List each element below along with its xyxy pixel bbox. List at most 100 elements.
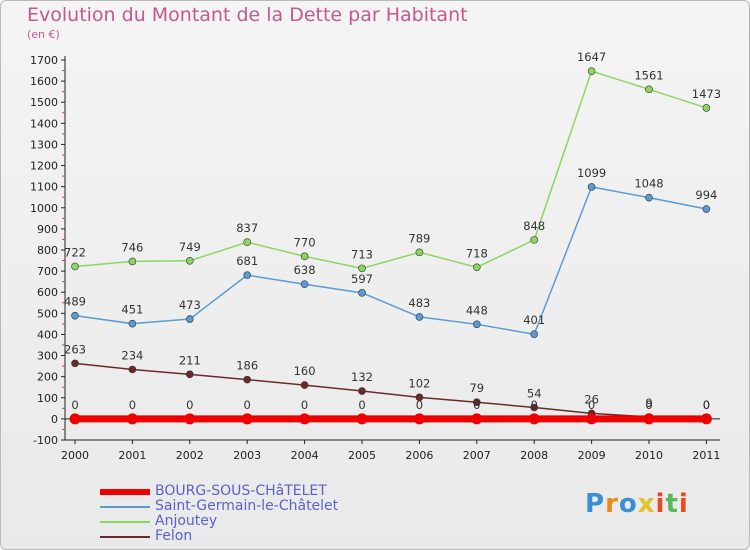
- data-point: [184, 413, 196, 425]
- chart-subtitle: (en €): [27, 28, 60, 41]
- data-point: [530, 330, 539, 339]
- chart-title: Evolution du Montant de la Dette par Hab…: [27, 4, 468, 26]
- data-label: 102: [408, 376, 430, 390]
- data-point: [300, 381, 309, 389]
- data-label: 489: [64, 295, 86, 309]
- legend-swatch: [100, 506, 150, 508]
- y-tick-label: 700: [37, 265, 58, 278]
- data-label: 848: [523, 219, 545, 233]
- logo-letter: P: [585, 489, 606, 519]
- y-tick-label: 900: [37, 223, 58, 236]
- legend-swatch: [100, 536, 150, 538]
- data-label: 749: [179, 240, 201, 254]
- data-point: [358, 387, 366, 395]
- data-label: 451: [121, 303, 143, 317]
- y-tick-label: 600: [37, 286, 58, 299]
- data-point: [645, 85, 653, 94]
- data-point: [358, 289, 366, 297]
- legend-label: BOURG-SOUS-CHâTELET: [155, 483, 327, 499]
- data-point: [241, 413, 253, 425]
- data-point: [587, 183, 596, 191]
- data-label: 1099: [577, 166, 606, 180]
- data-point: [186, 315, 194, 323]
- data-point: [356, 413, 368, 425]
- data-label: 638: [294, 263, 316, 277]
- data-label: 160: [294, 364, 316, 378]
- data-point: [472, 320, 481, 329]
- data-label: 448: [466, 303, 488, 317]
- x-tick-label: 2002: [176, 449, 204, 462]
- y-tick-label: 1300: [30, 138, 58, 151]
- data-label: 9: [645, 396, 652, 410]
- series-line: [74, 186, 707, 335]
- logo-letter: o: [618, 489, 638, 519]
- y-tick-label: 1100: [30, 181, 58, 194]
- data-point: [128, 319, 137, 328]
- data-point: [587, 67, 596, 75]
- x-tick-label: 2006: [405, 449, 433, 462]
- data-point: [71, 262, 79, 271]
- data-label: 0: [703, 398, 710, 412]
- x-tick-label: 2000: [61, 449, 89, 462]
- data-point: [126, 413, 138, 425]
- logo-letter: i: [678, 489, 689, 519]
- data-point: [645, 193, 653, 202]
- data-label: 0: [358, 398, 365, 412]
- data-point: [530, 403, 539, 412]
- data-label: 0: [473, 398, 480, 412]
- data-label: 1048: [634, 177, 663, 191]
- data-point: [71, 359, 79, 368]
- data-point: [471, 413, 483, 425]
- data-point: [700, 413, 712, 425]
- data-point: [528, 413, 540, 425]
- data-label: 473: [179, 298, 201, 312]
- y-tick-label: 100: [37, 392, 58, 405]
- data-label: 681: [236, 254, 258, 268]
- data-label: 0: [129, 398, 136, 412]
- x-tick-label: 2004: [291, 449, 319, 462]
- y-tick-label: 800: [37, 244, 58, 257]
- data-label: 211: [179, 353, 201, 367]
- data-label: 0: [703, 398, 710, 412]
- data-point: [413, 413, 425, 425]
- data-label: 597: [351, 272, 373, 286]
- logo-letter: i: [655, 489, 666, 519]
- data-point: [415, 313, 424, 321]
- data-label: 54: [527, 386, 542, 400]
- data-point: [300, 280, 309, 289]
- logo-letter: t: [665, 489, 679, 519]
- y-tick-label: 500: [37, 307, 58, 320]
- data-point: [643, 413, 655, 425]
- data-label: 0: [301, 398, 308, 412]
- data-label: 1561: [634, 68, 663, 82]
- x-tick-label: 2007: [463, 449, 491, 462]
- x-tick-label: 2011: [692, 449, 720, 462]
- data-point: [472, 263, 481, 272]
- data-point: [128, 257, 137, 266]
- data-point: [299, 413, 311, 425]
- y-tick-label: 1500: [30, 96, 58, 109]
- series-line: [74, 70, 707, 270]
- data-point: [300, 252, 309, 261]
- y-tick-label: 1400: [30, 117, 58, 130]
- data-label: 0: [645, 398, 652, 412]
- x-tick-label: 2010: [635, 449, 663, 462]
- data-point: [243, 375, 251, 384]
- data-point: [186, 256, 194, 265]
- x-tick-label: 2001: [118, 449, 146, 462]
- data-label: 837: [236, 221, 258, 235]
- data-point: [415, 248, 424, 257]
- data-label: 1473: [692, 87, 721, 101]
- proxiti-logo[interactable]: Proxiti: [585, 489, 689, 519]
- data-point: [358, 264, 366, 273]
- data-point: [69, 413, 81, 425]
- data-label: 770: [294, 235, 316, 249]
- data-label: 401: [523, 313, 545, 327]
- legend-swatch: [100, 489, 150, 495]
- y-tick-label: 200: [37, 371, 58, 384]
- data-label: 0: [244, 398, 251, 412]
- data-label: 789: [408, 231, 430, 245]
- data-label: 722: [64, 245, 86, 259]
- y-tick-label: -100: [33, 434, 58, 447]
